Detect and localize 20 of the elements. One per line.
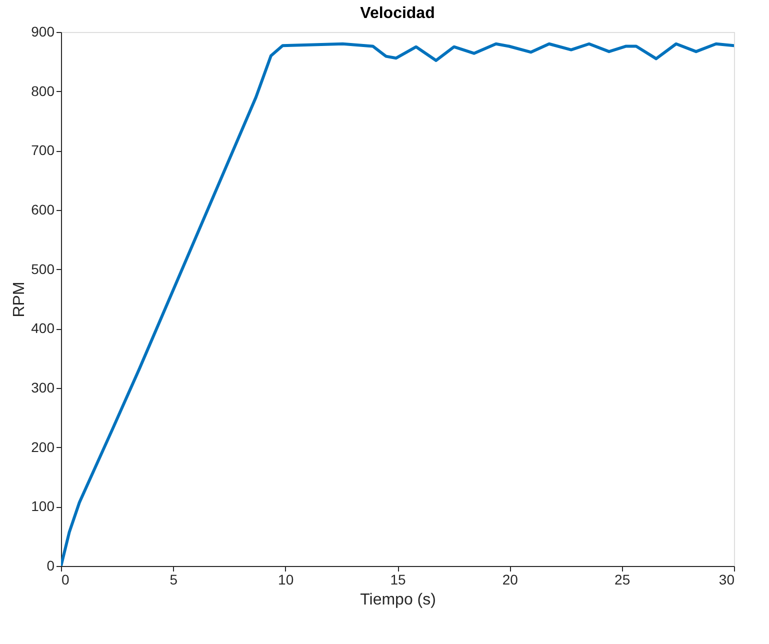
y-tick-label: 700 (31, 142, 55, 158)
y-tick-label: 400 (31, 320, 55, 336)
y-tick-label: 600 (31, 202, 55, 218)
y-axis-title: RPM (11, 282, 28, 318)
x-tick-label: 25 (614, 572, 630, 588)
y-tick-label: 900 (31, 24, 55, 40)
chart-title: Velocidad (360, 5, 435, 22)
y-tick-label: 500 (31, 260, 55, 277)
y-tick-label: 0 (46, 558, 55, 574)
x-tick-label: 15 (390, 572, 406, 588)
y-tick-label: 200 (31, 438, 55, 455)
y-tick-label: 800 (31, 82, 55, 99)
y-tick-label: 300 (31, 380, 55, 396)
x-tick-label: 5 (170, 572, 178, 588)
y-tick-label: 100 (31, 498, 55, 514)
x-tick-label: 30 (718, 572, 735, 588)
x-tick-label: 10 (278, 572, 294, 588)
x-tick-label: 0 (62, 572, 70, 588)
x-tick-label: 20 (502, 572, 518, 588)
x-axis-title: Tiempo (s) (360, 592, 436, 608)
